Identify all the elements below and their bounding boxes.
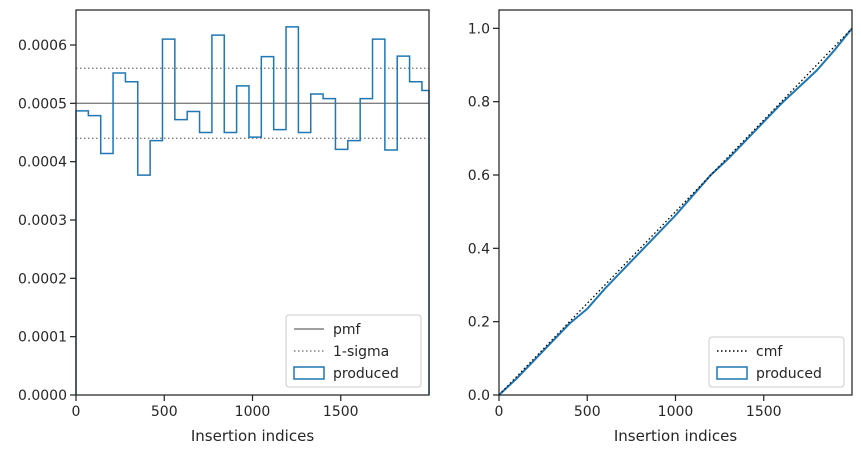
- left-subplot: 0 500 1000 1500 0.00000.00010.00020.00030.0…: [18, 9, 430, 445]
- right-legend: cmf produced: [708, 336, 845, 388]
- left-reference-lines: [76, 67, 429, 139]
- produced-cumulative-line: [498, 27, 853, 396]
- legend-box: [708, 336, 845, 388]
- y-tick-label: 0.0001: [18, 330, 67, 346]
- left-histogram: [75, 26, 430, 395]
- cmf-line: [498, 27, 853, 396]
- y-tick-label: 0.0004: [18, 155, 67, 171]
- x-tick-label: 0: [495, 404, 504, 420]
- legend-swatch: [293, 366, 325, 380]
- y-tick-label: 0.4: [468, 241, 490, 257]
- y-tick-label: 0.0: [468, 388, 490, 404]
- y-tick-label: 0.0000: [18, 388, 67, 404]
- y-tick-label: 1.0: [468, 21, 490, 37]
- right-y-ticks: 0.0 0.2 0.4 0.6 0.8 1.0: [468, 21, 499, 404]
- y-tick-label: 0.2: [468, 315, 490, 331]
- right-subplot: 0 500 1000 1500 0.0 0.2 0.4 0.6 0.8 1.0 Insertio…: [468, 9, 853, 445]
- legend-label: pmf: [333, 322, 362, 338]
- left-x-axis-label: Insertion indices: [191, 427, 314, 445]
- legend-label: cmf: [756, 344, 783, 360]
- right-lines: [498, 27, 853, 396]
- legend-box: [285, 314, 422, 388]
- y-tick-label: 0.6: [468, 168, 490, 184]
- x-tick-label: 1000: [235, 404, 271, 420]
- y-tick-label: 0.8: [468, 95, 490, 111]
- left-y-ticks: 0.0000 0.0001 0.0002 0.0003 0.0004 0.0005 0.00…: [18, 38, 76, 404]
- x-tick-label: 1000: [658, 404, 694, 420]
- x-tick-label: 500: [574, 404, 601, 420]
- y-tick-label: 0.0002: [18, 271, 67, 287]
- right-x-ticks: 0 500 1000 1500: [495, 395, 782, 420]
- left-legend: pmf 1-sigma produced: [285, 314, 422, 388]
- y-tick-label: 0.0003: [18, 213, 67, 229]
- legend-swatch: [716, 366, 748, 380]
- y-tick-label: 0.0006: [18, 38, 67, 54]
- x-tick-label: 1500: [746, 404, 782, 420]
- legend-label: produced: [333, 366, 399, 382]
- x-tick-label: 500: [151, 404, 178, 420]
- y-tick-label: 0.0005: [18, 96, 67, 112]
- x-tick-label: 1500: [323, 404, 359, 420]
- x-tick-label: 0: [72, 404, 81, 420]
- left-x-ticks: 0 500 1000 1500: [72, 395, 359, 420]
- right-x-axis-label: Insertion indices: [614, 427, 737, 445]
- produced-histogram-step: [75, 26, 430, 395]
- legend-label: 1-sigma: [333, 344, 389, 360]
- legend-label: produced: [756, 366, 822, 382]
